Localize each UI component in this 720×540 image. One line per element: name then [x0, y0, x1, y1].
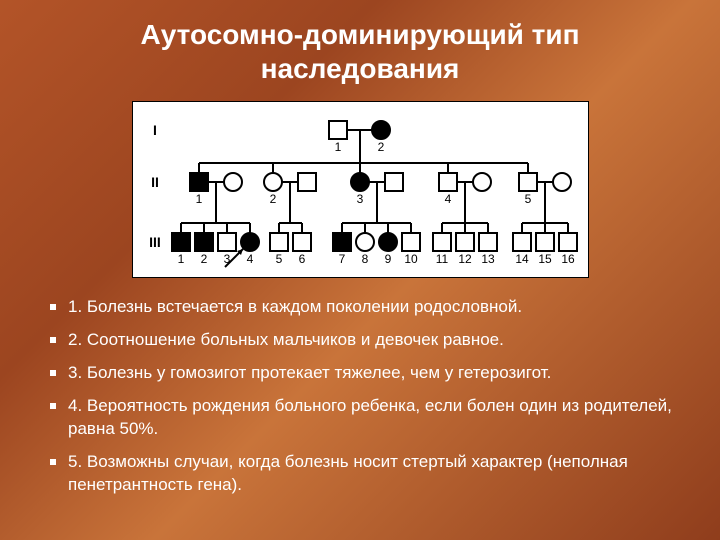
bullet-item: 3. Болезнь у гомозигот протекает тяжелее…	[50, 362, 686, 385]
svg-text:4: 4	[444, 192, 451, 206]
slide-root: Аутосомно-доминирующий тип наследования …	[0, 0, 720, 540]
svg-text:2: 2	[377, 140, 384, 154]
svg-text:2: 2	[269, 192, 276, 206]
bullet-list: 1. Болезнь встечается в каждом поколении…	[0, 278, 720, 497]
bullet-item: 1. Болезнь встечается в каждом поколении…	[50, 296, 686, 319]
svg-text:III: III	[149, 234, 161, 250]
svg-text:5: 5	[524, 192, 531, 206]
bullet-item: 2. Соотношение больных мальчиков и девоч…	[50, 329, 686, 352]
bullet-item: 5. Возможны случаи, когда болезнь носит …	[50, 451, 686, 497]
svg-text:5: 5	[275, 252, 282, 266]
bullet-item: 4. Вероятность рождения больного ребенка…	[50, 395, 686, 441]
svg-text:10: 10	[404, 252, 418, 266]
svg-text:9: 9	[384, 252, 391, 266]
svg-text:1: 1	[195, 192, 202, 206]
svg-text:15: 15	[538, 252, 552, 266]
svg-text:14: 14	[515, 252, 529, 266]
pedigree-svg: IIIIII121234512345678910111213141516	[133, 102, 588, 277]
svg-text:12: 12	[458, 252, 472, 266]
svg-text:1: 1	[334, 140, 341, 154]
svg-text:2: 2	[200, 252, 207, 266]
svg-text:7: 7	[338, 252, 345, 266]
svg-text:3: 3	[356, 192, 363, 206]
svg-text:II: II	[151, 174, 159, 190]
svg-text:I: I	[153, 122, 157, 138]
svg-text:11: 11	[435, 252, 448, 266]
svg-text:8: 8	[361, 252, 368, 266]
svg-text:1: 1	[177, 252, 184, 266]
svg-text:6: 6	[298, 252, 305, 266]
pedigree-diagram: IIIIII121234512345678910111213141516	[132, 101, 589, 278]
svg-text:4: 4	[246, 252, 253, 266]
slide-title: Аутосомно-доминирующий тип наследования	[0, 0, 720, 95]
svg-text:16: 16	[561, 252, 575, 266]
svg-text:13: 13	[481, 252, 495, 266]
